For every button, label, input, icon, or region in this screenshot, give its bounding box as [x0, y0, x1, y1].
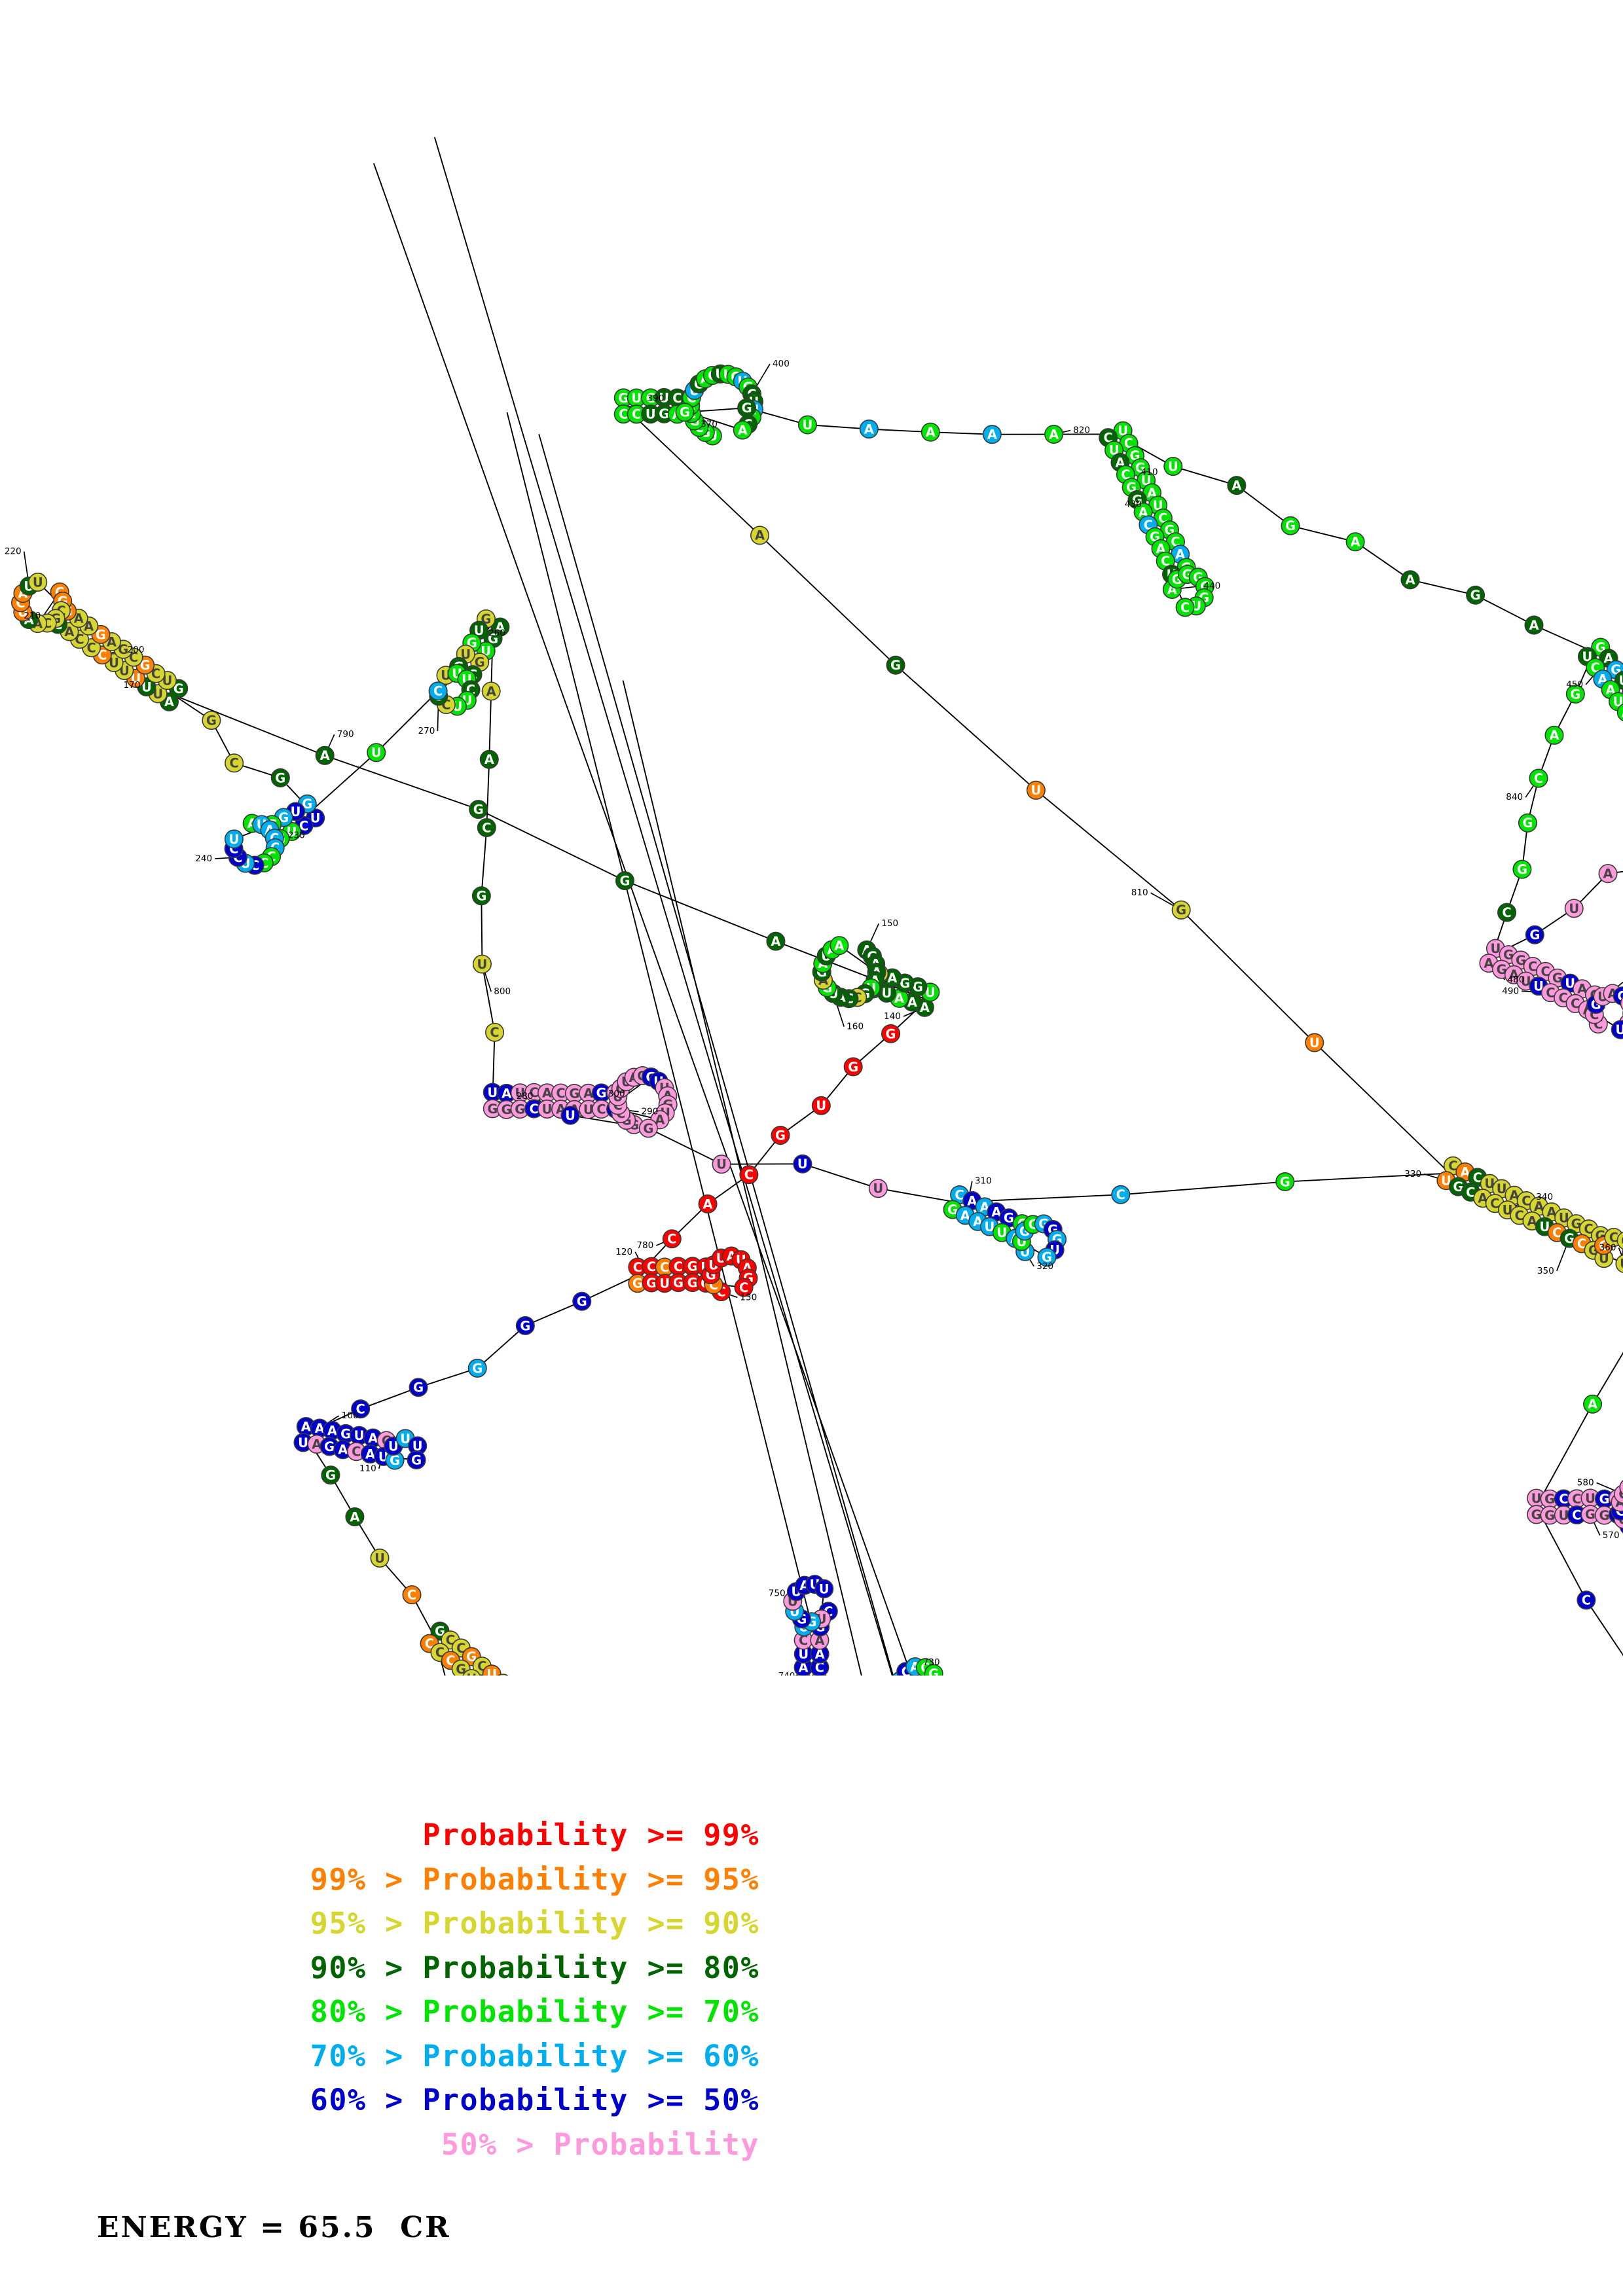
position-label-270: 270 [418, 726, 435, 736]
position-label-800: 800 [494, 986, 511, 997]
position-label-370: 370 [701, 419, 718, 429]
position-label-730: 730 [923, 1657, 940, 1668]
rna-structure-panel: CUCAGCUGGUGUCAUUAAGUCGCCCCCGGCUUGCGCCAUA… [5, 137, 1623, 1676]
position-label-750: 750 [769, 1588, 786, 1598]
position-label-210: 210 [24, 611, 41, 621]
position-label-340: 340 [1536, 1192, 1553, 1202]
legend-row-70>p>=60: 70% > Probability >= 60% [310, 2038, 759, 2073]
position-label-570: 570 [1603, 1530, 1620, 1541]
position-label-140: 140 [884, 1011, 901, 1022]
position-label-200: 200 [128, 645, 145, 655]
position-label-300: 300 [608, 1089, 625, 1100]
position-label-220: 220 [5, 547, 22, 557]
legend-row-p>=99: Probability >= 99% [422, 1818, 759, 1852]
position-label-280: 280 [517, 1091, 534, 1102]
position-label-790: 790 [337, 729, 354, 740]
position-label-150: 150 [881, 918, 898, 929]
position-label-100: 100 [342, 1410, 359, 1421]
energy-readout: ENERGY = 65.5 CR [97, 2211, 451, 2244]
position-label-330: 330 [1404, 1169, 1421, 1179]
position-label-810: 810 [1131, 888, 1148, 898]
position-label-240: 240 [195, 853, 212, 864]
position-label-820: 820 [1073, 425, 1090, 436]
legend-row-99>p>=95: 99% > Probability >= 95% [310, 1861, 759, 1897]
position-label-780: 780 [636, 1240, 653, 1251]
position-label-360: 360 [1599, 1242, 1616, 1253]
position-label-390: 390 [647, 393, 664, 404]
position-label-310: 310 [975, 1176, 992, 1187]
nucleotide-layer: CUCAGCUGGUGUCAUUAAGUCGCCCCCGGCUUGCGCCAUA… [11, 364, 1623, 1676]
position-label-490: 490 [1502, 986, 1519, 996]
position-label-290: 290 [642, 1107, 659, 1117]
position-label-230: 230 [288, 830, 305, 840]
position-label-480: 480 [1508, 975, 1525, 985]
position-label-260: 260 [488, 628, 505, 639]
position-label-160: 160 [847, 1022, 864, 1032]
position-label-110: 110 [359, 1463, 376, 1474]
backbone-layer [20, 137, 1623, 1676]
position-label-430: 430 [1125, 499, 1142, 510]
legend-row-80>p>=70: 80% > Probability >= 70% [310, 1994, 759, 2029]
legend-row-90>p>=80: 90% > Probability >= 80% [310, 1950, 759, 1985]
position-label-320: 320 [1036, 1261, 1053, 1272]
legend-row-60>p>=50: 60% > Probability >= 50% [310, 2083, 759, 2117]
position-label-400: 400 [773, 359, 790, 369]
position-label-440: 440 [1203, 581, 1220, 591]
position-label-350: 350 [1537, 1266, 1554, 1276]
rna-structure-diagram: CUCAGCUGGUGUCAUUAAGUCGCCCCCGGCUUGCGCCAUA… [5, 137, 1623, 1676]
position-label-580: 580 [1577, 1478, 1594, 1488]
probability-legend: Probability >= 99% 99% > Probability >= … [0, 1813, 759, 2166]
position-label-layer: 1060708090100110120130140150160170200210… [5, 359, 1620, 1676]
position-label-120: 120 [615, 1247, 632, 1257]
position-label-450: 450 [1566, 679, 1583, 690]
basepair-layer [57, 396, 1623, 1676]
legend-row-95>p>=90: 95% > Probability >= 90% [310, 1906, 759, 1941]
position-label-840: 840 [1506, 792, 1523, 802]
position-label-410: 410 [1141, 467, 1158, 478]
position-label-170: 170 [124, 680, 141, 691]
legend-row-p<50: 50% > Probability [441, 2126, 759, 2162]
position-label-740: 740 [778, 1671, 795, 1676]
position-label-130: 130 [740, 1292, 757, 1302]
